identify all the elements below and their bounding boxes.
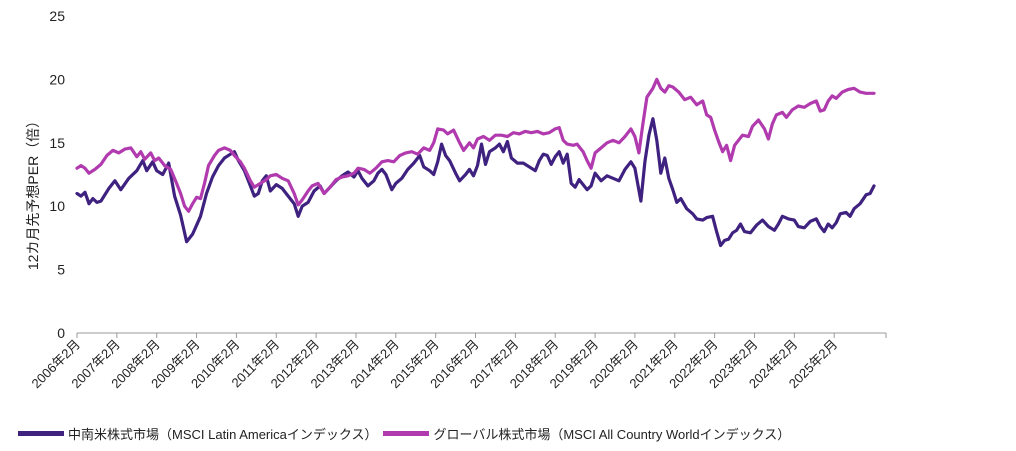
- legend-item-latin-america: 中南米株式市場（MSCI Latin Americaインデックス）: [18, 424, 377, 443]
- y-axis-label: 12カ月先予想PER（倍）: [25, 114, 41, 270]
- series-layer: [75, 77, 876, 248]
- y-tick-label: 20: [49, 71, 65, 87]
- y-tick-label: 0: [57, 325, 65, 341]
- legend-swatch-latin-america: [18, 431, 64, 436]
- legend-label-latin-america: 中南米株式市場（MSCI Latin Americaインデックス）: [68, 427, 378, 442]
- y-axis: 0 5 10 15 20 25: [49, 8, 65, 341]
- y-tick-label: 10: [49, 198, 65, 214]
- series-line-global: [75, 77, 876, 213]
- y-tick-label: 25: [49, 8, 65, 24]
- y-tick-label: 15: [49, 135, 65, 151]
- y-tick-label: 5: [57, 262, 65, 278]
- chart-canvas: 0 5 10 15 20 25 2006年2月2007年2月2008年2月2009年2月2…: [25, 8, 887, 391]
- legend: 中南米株式市場（MSCI Latin Americaインデックス） グローバル株…: [18, 424, 796, 443]
- legend-label-global: グローバル株式市場（MSCI All Country Worldインデックス）: [433, 427, 791, 442]
- series-line-latin-america: [75, 117, 876, 248]
- legend-item-global: グローバル株式市場（MSCI All Country Worldインデックス）: [383, 424, 790, 443]
- legend-swatch-global: [383, 431, 430, 436]
- x-axis: 2006年2月2007年2月2008年2月2009年2月2010年2月2011年…: [29, 332, 887, 391]
